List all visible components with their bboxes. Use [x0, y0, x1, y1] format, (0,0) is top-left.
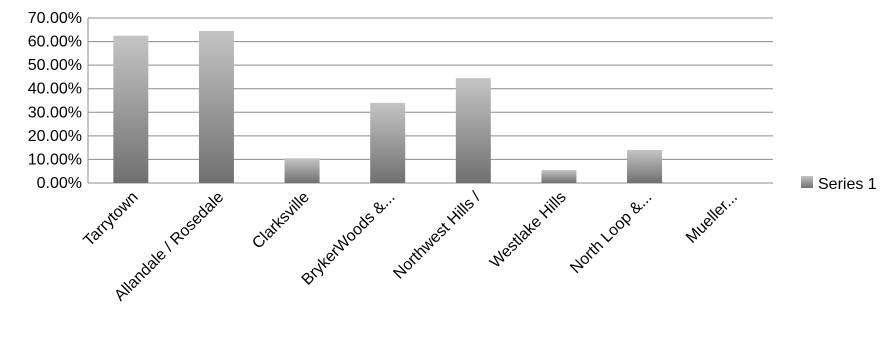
legend-swatch	[801, 176, 813, 188]
y-axis-tick-labels: 0.00% 10.00% 20.00% 30.00% 40.00% 50.00% 60.00…	[28, 10, 82, 192]
x-category-label: Tarrytown	[81, 189, 142, 250]
bar	[541, 170, 577, 183]
y-tick-label: 40.00%	[28, 81, 82, 98]
y-tick-label: 70.00%	[28, 10, 82, 27]
x-category-label: Westlake Hills	[487, 189, 570, 272]
bar	[113, 35, 149, 183]
y-tick-label: 10.00%	[28, 151, 82, 168]
bar	[198, 30, 234, 184]
bars	[113, 30, 663, 184]
y-tick-label: 50.00%	[28, 57, 82, 74]
gridlines	[87, 17, 773, 184]
x-category-label: BrykerWoods &...	[299, 189, 399, 289]
x-category-label: Mueller...	[683, 189, 741, 247]
bar	[627, 150, 663, 183]
y-tick-label: 20.00%	[28, 128, 82, 145]
y-tick-label: 60.00%	[28, 34, 82, 51]
y-tick-label: 0.00%	[37, 175, 82, 192]
bar	[370, 102, 406, 183]
x-category-label: Northwest Hills /	[390, 188, 484, 282]
legend: Series 1	[801, 176, 877, 193]
bar	[284, 158, 320, 183]
y-tick-label: 30.00%	[28, 104, 82, 121]
legend-label-series-1: Series 1	[818, 176, 877, 193]
x-category-label: North Loop &...	[567, 189, 655, 277]
x-category-label: Clarksville	[249, 189, 313, 253]
bar	[455, 78, 491, 183]
